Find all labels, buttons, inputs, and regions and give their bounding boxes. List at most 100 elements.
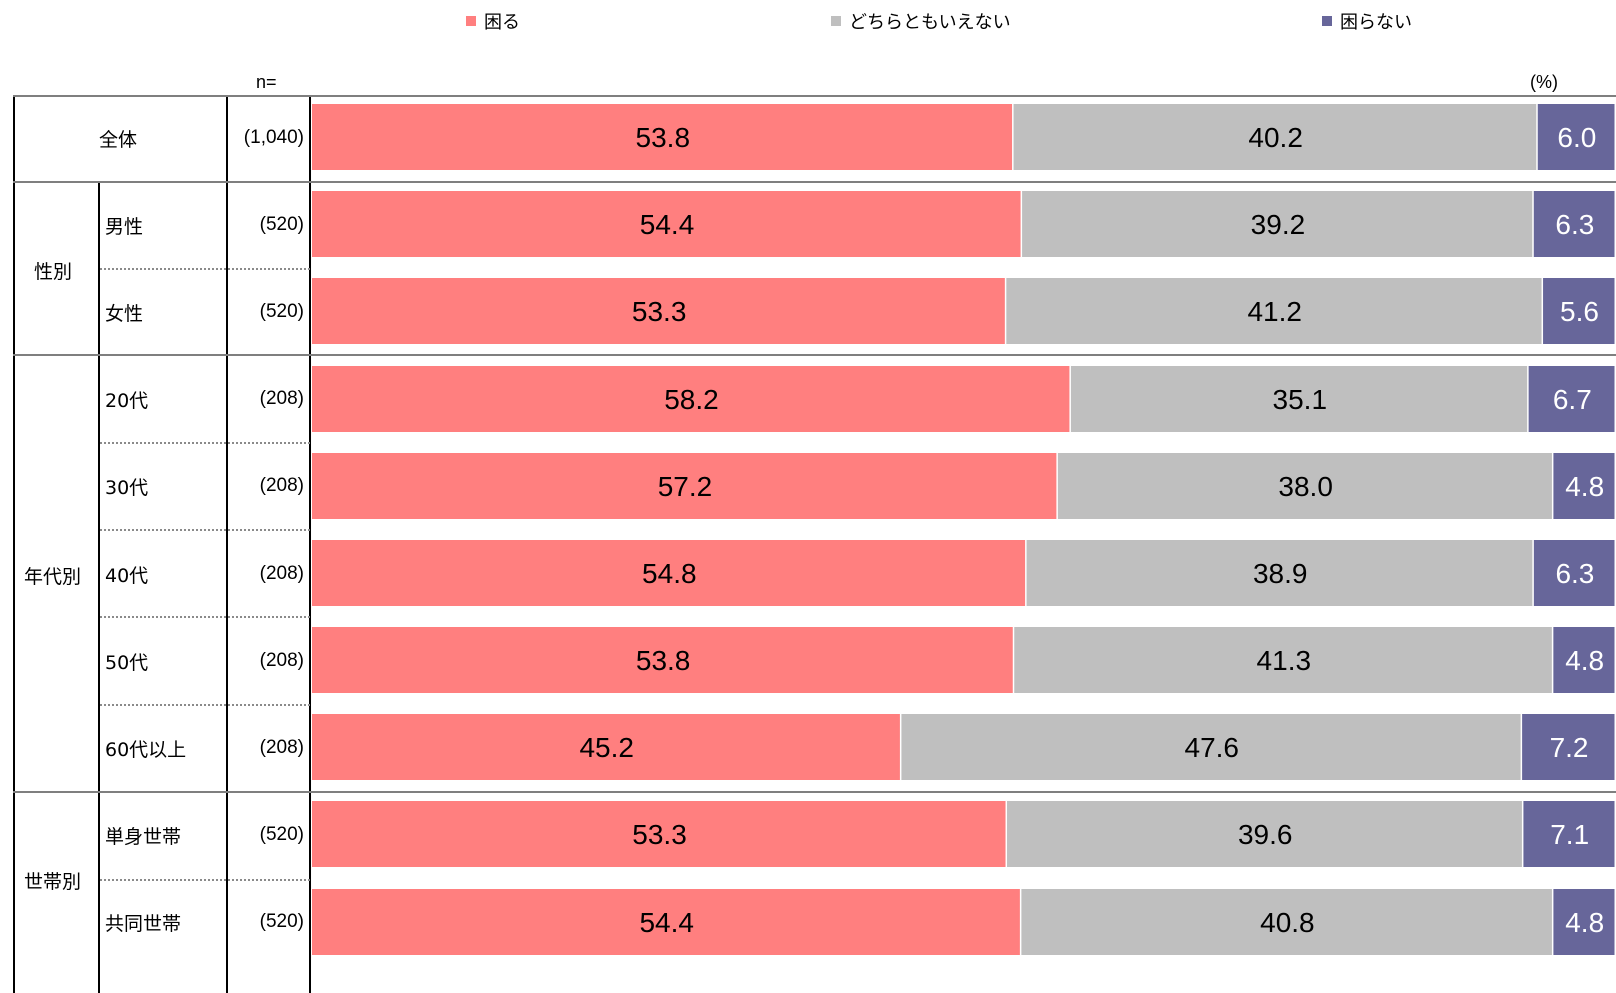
group-label-age: 年代別	[24, 565, 82, 588]
legend-label-neutral: どちらともいえない	[849, 12, 1011, 33]
n-value-total: (1,040)	[243, 127, 304, 148]
data-label-neutral-row-4: 38.0	[1278, 471, 1333, 502]
data-label-komaru-row-2: 53.3	[632, 296, 687, 327]
bar-segment-komaru-row-1	[312, 191, 1021, 257]
n-value-male: (520)	[259, 214, 304, 235]
bar-segment-komaru-row-3	[312, 366, 1070, 432]
data-label-komaranai-row-3: 6.7	[1553, 384, 1592, 415]
bar-segment-neutral-row-0	[1013, 104, 1537, 170]
row-separator	[100, 268, 310, 270]
row-label-30s: 30代	[105, 476, 149, 499]
row-label-single-household: 単身世帯	[105, 825, 182, 848]
data-label-komaranai-row-0: 6.0	[1557, 122, 1596, 153]
data-label-komaranai-row-7: 7.2	[1550, 732, 1589, 763]
data-label-neutral-row-6: 41.3	[1257, 645, 1312, 676]
row-separator	[100, 442, 310, 444]
data-label-neutral-row-3: 35.1	[1273, 384, 1328, 415]
n-value-60s-plus: (208)	[259, 737, 304, 758]
legend-swatch-komaranai	[1322, 16, 1332, 26]
data-label-komaranai-row-9: 4.8	[1565, 907, 1604, 938]
data-label-komaru-row-3: 58.2	[664, 384, 719, 415]
data-label-neutral-row-8: 39.6	[1238, 819, 1293, 850]
bar-segment-neutral-row-9	[1021, 889, 1552, 955]
legend-swatch-neutral	[831, 16, 841, 26]
bar-segment-komaranai-row-6	[1553, 627, 1615, 693]
row-label-shared-household: 共同世帯	[105, 912, 182, 935]
row-label-20s: 20代	[105, 389, 149, 412]
data-label-komaru-row-9: 54.4	[639, 907, 694, 938]
bar-segment-neutral-row-7	[901, 714, 1521, 780]
bar-segment-komaru-row-7	[312, 714, 900, 780]
data-label-komaranai-row-5: 6.3	[1555, 558, 1594, 589]
data-label-komaranai-row-4: 4.8	[1565, 471, 1604, 502]
table-top-line	[13, 95, 1616, 97]
data-label-neutral-row-1: 39.2	[1251, 209, 1306, 240]
data-label-komaru-row-5: 54.8	[642, 558, 697, 589]
bar-segment-komaranai-row-5	[1533, 540, 1615, 606]
data-label-komaru-row-7: 45.2	[579, 732, 634, 763]
legend-swatch-komaru	[466, 16, 476, 26]
bar-segment-komaranai-row-8	[1523, 801, 1615, 867]
bar-segment-komaranai-row-0	[1537, 104, 1615, 170]
row-label-total: 全体	[99, 128, 138, 151]
bar-segment-komaranai-row-4	[1553, 453, 1615, 519]
data-label-neutral-row-0: 40.2	[1248, 122, 1303, 153]
bar-segment-neutral-row-5	[1026, 540, 1533, 606]
bar-segment-komaranai-row-3	[1528, 366, 1615, 432]
row-separator	[100, 704, 310, 706]
n-value-50s: (208)	[259, 650, 304, 671]
table-divider-bars	[309, 95, 311, 993]
bar-segment-komaru-row-2	[312, 278, 1005, 344]
n-value-female: (520)	[259, 301, 304, 322]
legend-item-komaru: 困る	[466, 9, 520, 33]
group-label-household: 世帯別	[24, 870, 82, 893]
legend-item-neutral: どちらともいえない	[831, 9, 1011, 33]
row-label-50s: 50代	[105, 651, 149, 674]
n-value-20s: (208)	[259, 388, 304, 409]
bar-segment-komaranai-row-9	[1553, 889, 1615, 955]
bar-segment-neutral-row-2	[1006, 278, 1542, 344]
data-label-komaru-row-1: 54.4	[640, 209, 695, 240]
data-label-neutral-row-5: 38.9	[1253, 558, 1308, 589]
legend-item-komaranai: 困らない	[1322, 9, 1412, 33]
data-label-komaranai-row-8: 7.1	[1550, 819, 1589, 850]
row-separator	[100, 879, 310, 881]
data-label-komaru-row-0: 53.8	[636, 122, 691, 153]
data-label-neutral-row-2: 41.2	[1247, 296, 1302, 327]
data-label-komaranai-row-2: 5.6	[1560, 296, 1599, 327]
n-value-30s: (208)	[259, 475, 304, 496]
bar-segment-komaru-row-9	[312, 889, 1020, 955]
section-line-household	[13, 791, 1616, 793]
bar-segment-komaranai-row-7	[1522, 714, 1615, 780]
legend-label-komaru: 困る	[484, 12, 520, 33]
data-label-komaranai-row-6: 4.8	[1565, 645, 1604, 676]
bar-segment-komaranai-row-1	[1533, 191, 1615, 257]
section-line-gender	[13, 181, 1616, 183]
data-label-komaru-row-4: 57.2	[658, 471, 713, 502]
row-separator	[100, 529, 310, 531]
table-divider-n	[226, 95, 228, 993]
bar-segment-neutral-row-3	[1070, 366, 1528, 432]
bar-segment-neutral-row-1	[1022, 191, 1533, 257]
data-label-komaru-row-6: 53.8	[636, 645, 691, 676]
row-label-male: 男性	[105, 215, 144, 238]
data-label-komaru-row-8: 53.3	[632, 819, 687, 850]
n-value-40s: (208)	[259, 563, 304, 584]
row-separator	[100, 616, 310, 618]
bar-segment-komaru-row-8	[312, 801, 1006, 867]
bar-segment-neutral-row-8	[1007, 801, 1522, 867]
section-line-age	[13, 354, 1616, 356]
row-label-female: 女性	[105, 302, 144, 325]
bar-segment-komaru-row-4	[312, 453, 1057, 519]
bar-segment-komaru-row-5	[312, 540, 1026, 606]
data-label-neutral-row-7: 47.6	[1185, 732, 1240, 763]
bar-segment-komaru-row-6	[312, 627, 1013, 693]
bar-segment-neutral-row-4	[1057, 453, 1552, 519]
legend-label-komaranai: 困らない	[1340, 12, 1412, 33]
table-border-left	[13, 95, 15, 993]
row-label-60s-plus: 60代以上	[105, 738, 187, 761]
n-header: n=	[256, 72, 277, 92]
bar-segment-komaru-row-0	[312, 104, 1013, 170]
table-divider-sub	[98, 182, 100, 993]
